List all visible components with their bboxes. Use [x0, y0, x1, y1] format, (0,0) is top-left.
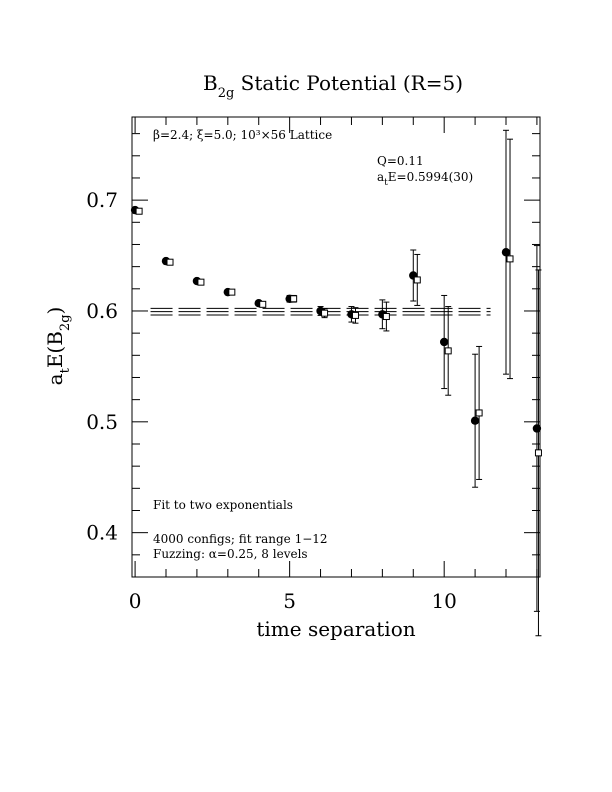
data-point-circle	[532, 424, 542, 433]
data-point-square	[290, 295, 298, 303]
x-tick-label: 5	[283, 589, 296, 613]
plot-frame	[131, 116, 541, 578]
data-point-square	[259, 300, 267, 308]
y-tick-label: 0.5	[86, 410, 118, 434]
x-tick-label: 0	[129, 589, 142, 613]
note-fit-method: Fit to two exponentials	[153, 498, 293, 512]
data-point-square	[506, 255, 514, 263]
note-fuzzing: Fuzzing: α=0.25, 8 levels	[153, 547, 308, 561]
data-point-square	[534, 449, 542, 457]
data-point-circle	[501, 248, 511, 257]
data-point-square	[166, 258, 174, 266]
data-point-square	[197, 278, 205, 286]
data-point-square	[135, 207, 143, 215]
note-configs: 4000 configs; fit range 1−12	[153, 532, 328, 546]
y-tick-label: 0.7	[86, 188, 118, 212]
y-tick-labels: 0.4 0.5 0.6 0.7	[86, 188, 118, 545]
y-axis-label: atE(B2g)	[43, 307, 73, 386]
y-tick-label: 0.4	[86, 521, 118, 545]
fit-energy-label: atE=0.5994(30)	[377, 170, 473, 188]
x-tick-label: 10	[431, 589, 456, 613]
data-point-square	[475, 409, 483, 417]
data-point-square	[351, 311, 359, 319]
fit-q-label: Q=0.11	[377, 154, 424, 168]
data-points	[130, 205, 542, 457]
data-point-square	[444, 347, 452, 355]
data-point-square	[321, 309, 329, 317]
x-tick-labels: 0 5 10	[129, 589, 457, 613]
svg-text:atE(B2g): atE(B2g)	[43, 307, 73, 386]
data-point-square	[228, 288, 236, 296]
y-tick-label: 0.6	[86, 299, 118, 323]
axis-ticks	[132, 117, 540, 578]
data-point-square	[382, 313, 390, 321]
data-point-circle	[470, 416, 480, 425]
chart-title: B2g Static Potential (R=5)	[203, 71, 463, 101]
data-point-square	[413, 276, 421, 284]
annotation-lattice: β=2.4; ξ=5.0; 10³×56 Lattice	[153, 128, 332, 142]
x-axis-label: time separation	[256, 617, 415, 641]
data-point-circle	[439, 337, 449, 347]
error-bars	[286, 129, 542, 637]
